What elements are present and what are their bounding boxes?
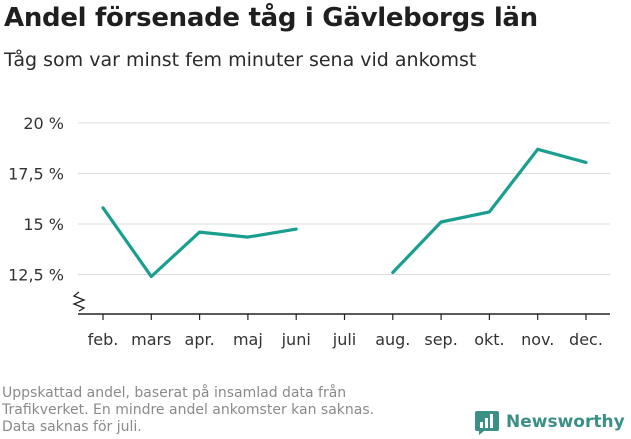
x-tick-label: dec. xyxy=(569,330,603,349)
x-tick-label: aug. xyxy=(375,330,410,349)
brand-logo: Newsworthy xyxy=(474,409,625,435)
brand-name: Newsworthy xyxy=(506,412,625,432)
footer-note: Uppskattad andel, baserat på insamlad da… xyxy=(2,385,432,436)
y-tick-label: 20 % xyxy=(23,114,64,133)
x-tick-label: feb. xyxy=(88,330,119,349)
x-tick-label: juli xyxy=(332,330,356,349)
x-tick-label: nov. xyxy=(521,330,554,349)
series-lines xyxy=(101,147,588,279)
y-tick-label: 17,5 % xyxy=(8,165,64,184)
y-tick-label: 15 % xyxy=(23,215,64,234)
axis-break-icon xyxy=(72,291,86,312)
y-tick-label: 12,5 % xyxy=(8,266,64,285)
x-tick-label: okt. xyxy=(474,330,504,349)
x-axis-ticks: feb. mars apr. maj juni juli aug. sep. okt. nov. d… xyxy=(88,314,603,349)
x-axis xyxy=(72,291,610,315)
footer-line-2: Trafikverket. En mindre andel ankomster … xyxy=(2,402,375,418)
footer-line-1: Uppskattad andel, baserat på insamlad da… xyxy=(2,385,347,401)
series-line-segment xyxy=(391,147,588,275)
x-tick-label: apr. xyxy=(185,330,215,349)
gridlines xyxy=(78,122,610,275)
line-chart: 12,5 % 15 % 17,5 % 20 % feb. mars apr. maj juni… xyxy=(8,114,610,349)
x-tick-label: maj xyxy=(233,330,263,349)
chart-subtitle: Tåg som var minst fem minuter sena vid a… xyxy=(4,49,477,71)
footer-line-3: Data saknas för juli. xyxy=(2,419,142,435)
newsworthy-logo-icon xyxy=(475,411,499,435)
x-tick-label: mars xyxy=(131,330,171,349)
series-line-segment xyxy=(101,206,298,279)
x-tick-label: sep. xyxy=(424,330,457,349)
x-tick-label: juni xyxy=(281,330,311,349)
y-axis-ticks: 12,5 % 15 % 17,5 % 20 % xyxy=(8,114,64,285)
chart-title: Andel försenade tåg i Gävleborgs län xyxy=(4,3,538,33)
